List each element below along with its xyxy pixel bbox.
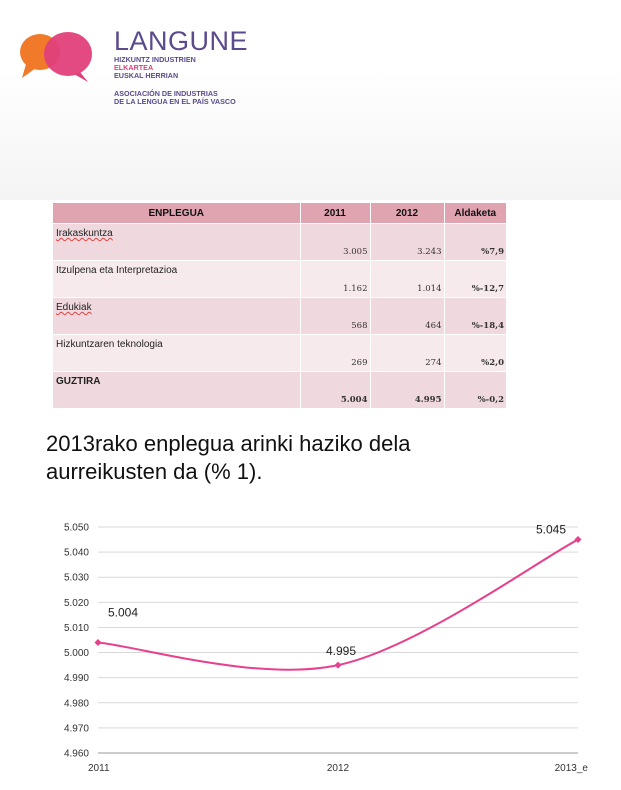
forecast-statement: 2013rako enplegua arinki haziko dela aur… bbox=[46, 430, 566, 486]
value-2011: 3.005 bbox=[299, 223, 370, 261]
logo-wordmark: LANGUNE bbox=[114, 26, 249, 56]
table-row: Itzulpena eta Interpretazioa 1.162 1.014… bbox=[53, 260, 506, 298]
value-2011: 5.004 bbox=[299, 371, 370, 408]
y-tick-label: 5.020 bbox=[64, 598, 89, 609]
x-tick-label: 2011 bbox=[88, 763, 110, 774]
logo-subtitle-3: EUSKAL HERRIAN bbox=[114, 71, 179, 80]
y-tick-label: 5.040 bbox=[64, 548, 89, 559]
langune-logo: LANGUNE HIZKUNTZ INDUSTRIEN ELKARTEA EUS… bbox=[18, 24, 258, 124]
chart-gridlines bbox=[98, 526, 578, 729]
value-2012: 274 bbox=[369, 334, 444, 372]
data-labels: 5.004 4.995 5.045 bbox=[108, 523, 566, 659]
x-tick-label: 2013_e bbox=[555, 763, 589, 774]
data-point bbox=[94, 639, 102, 647]
x-axis-ticks: 2011 2012 2013_e bbox=[88, 763, 588, 774]
speech-bubbles-icon bbox=[20, 32, 92, 82]
header-2012: 2012 bbox=[369, 203, 444, 224]
row-label: GUZTIRA bbox=[56, 376, 101, 387]
row-label-cell: Hizkuntzaren teknologia bbox=[53, 334, 300, 372]
row-label: Edukiak bbox=[56, 302, 92, 313]
value-2012: 3.243 bbox=[369, 223, 444, 261]
row-label-cell: Itzulpena eta Interpretazioa bbox=[53, 260, 300, 298]
data-point bbox=[334, 661, 342, 669]
value-2012: 1.014 bbox=[369, 260, 444, 298]
table-row-total: GUZTIRA 5.004 4.995 %-0,2 bbox=[53, 371, 506, 408]
table-header-row: ENPLEGUA 2011 2012 Aldaketa bbox=[53, 203, 506, 224]
change-value: %-0,2 bbox=[443, 371, 506, 408]
y-tick-label: 4.960 bbox=[64, 749, 89, 760]
table-row: Edukiak 568 464 %-18,4 bbox=[53, 297, 506, 335]
table-row: Hizkuntzaren teknologia 269 274 %2,0 bbox=[53, 334, 506, 372]
y-tick-label: 4.980 bbox=[64, 698, 89, 709]
header-aldaketa: Aldaketa bbox=[443, 203, 506, 224]
y-tick-label: 4.990 bbox=[64, 673, 89, 684]
statement-line-1: 2013rako enplegua arinki haziko dela bbox=[46, 431, 411, 456]
change-value: %7,9 bbox=[443, 223, 506, 261]
y-tick-label: 5.000 bbox=[64, 648, 89, 659]
employment-line-chart: 4.960 4.970 4.980 4.990 5.000 5.010 5.020 5.030… bbox=[64, 523, 588, 775]
value-2011: 568 bbox=[299, 297, 370, 335]
value-2012: 464 bbox=[369, 297, 444, 335]
data-label: 5.045 bbox=[536, 523, 566, 537]
row-label-cell: GUZTIRA bbox=[53, 371, 300, 408]
header-enplegua: ENPLEGUA bbox=[53, 203, 300, 224]
row-label-cell: Edukiak bbox=[53, 297, 300, 335]
row-label: Itzulpena eta Interpretazioa bbox=[56, 265, 178, 276]
header-2011: 2011 bbox=[299, 203, 370, 224]
row-label-cell: Irakaskuntza bbox=[53, 223, 300, 261]
logo-subtitle-5: DE LA LENGUA EN EL PAÍS VASCO bbox=[114, 97, 236, 106]
x-tick-label: 2012 bbox=[327, 763, 350, 774]
logo-subtitle-4: ASOCIACIÓN DE INDUSTRIAS bbox=[114, 89, 218, 98]
data-point bbox=[574, 536, 582, 544]
statement-line-2: aurreikusten da (% 1). bbox=[46, 459, 263, 484]
y-tick-label: 5.010 bbox=[64, 623, 89, 634]
employment-table: ENPLEGUA 2011 2012 Aldaketa Irakaskuntza… bbox=[53, 203, 506, 408]
change-value: %2,0 bbox=[443, 334, 506, 372]
y-axis-ticks: 4.960 4.970 4.980 4.990 5.000 5.010 5.020 5.030… bbox=[64, 523, 89, 760]
value-2011: 269 bbox=[299, 334, 370, 372]
data-label: 5.004 bbox=[108, 606, 138, 620]
value-2012: 4.995 bbox=[369, 371, 444, 408]
y-tick-label: 5.050 bbox=[64, 523, 89, 534]
row-label: Irakaskuntza bbox=[56, 228, 113, 239]
data-label: 4.995 bbox=[326, 644, 356, 658]
table-row: Irakaskuntza 3.005 3.243 %7,9 bbox=[53, 223, 506, 261]
y-tick-label: 4.970 bbox=[64, 723, 89, 734]
logo-subtitle-2: ELKARTEA bbox=[114, 63, 154, 72]
row-label: Hizkuntzaren teknologia bbox=[56, 339, 163, 350]
change-value: %-18,4 bbox=[443, 297, 506, 335]
series-points bbox=[94, 536, 582, 669]
change-value: %-12,7 bbox=[443, 260, 506, 298]
value-2011: 1.162 bbox=[299, 260, 370, 298]
header-background bbox=[0, 0, 621, 200]
logo-subtitle-1: HIZKUNTZ INDUSTRIEN bbox=[114, 55, 196, 64]
y-tick-label: 5.030 bbox=[64, 573, 89, 584]
